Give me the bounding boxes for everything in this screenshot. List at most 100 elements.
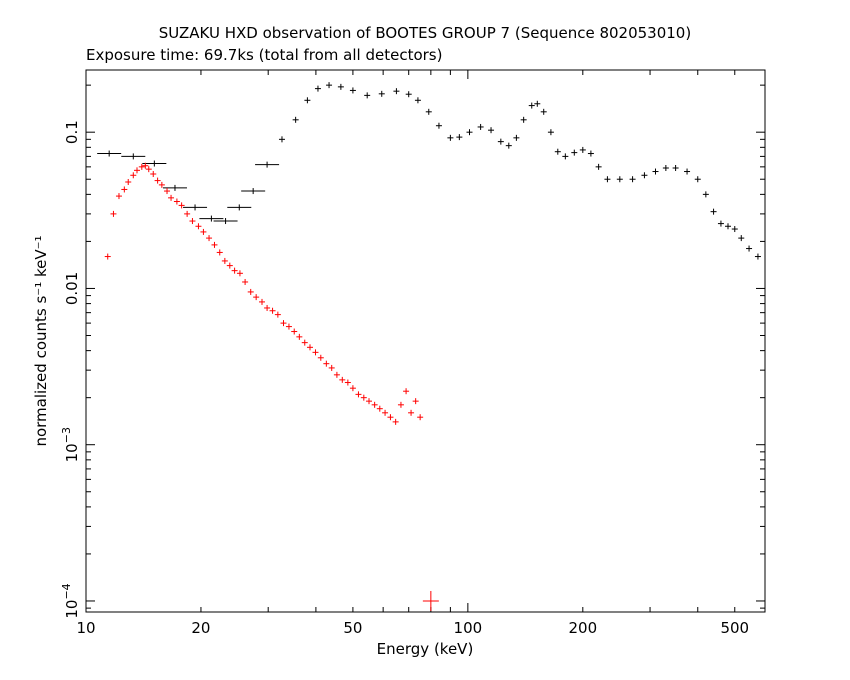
data-point <box>312 349 319 356</box>
data-point <box>110 210 117 217</box>
data-point <box>317 354 324 361</box>
data-point <box>173 198 180 205</box>
data-point <box>258 298 265 305</box>
y-tick-label: 10−3 <box>60 427 81 462</box>
data-point <box>629 176 636 183</box>
data-point <box>387 414 394 421</box>
data-point <box>278 136 285 143</box>
data-point <box>397 401 404 408</box>
series-1 <box>97 82 761 260</box>
data-point <box>264 304 271 311</box>
data-point <box>349 385 356 392</box>
data-point <box>412 398 419 405</box>
data-point <box>292 116 299 123</box>
data-point <box>652 168 659 175</box>
data-point <box>684 168 691 175</box>
data-point <box>247 288 254 295</box>
data-point <box>200 228 207 235</box>
y-tick-label: 0.01 <box>63 272 81 305</box>
data-point <box>97 150 122 157</box>
data-point <box>571 149 578 156</box>
data-point <box>378 90 385 97</box>
data-point <box>724 223 731 230</box>
data-point <box>456 134 463 141</box>
data-point <box>183 204 208 211</box>
data-point <box>513 134 520 141</box>
y-tick-label: 0.1 <box>63 120 81 144</box>
data-point <box>754 253 761 260</box>
data-point <box>130 172 137 179</box>
data-point <box>158 181 165 188</box>
data-point <box>314 85 321 92</box>
series-2 <box>104 162 439 611</box>
data-point <box>339 376 346 383</box>
data-point <box>195 223 202 230</box>
data-point <box>371 401 378 408</box>
data-point <box>231 267 238 274</box>
x-tick-label: 50 <box>343 619 362 637</box>
data-point <box>255 161 280 168</box>
data-point <box>328 364 335 371</box>
data-point <box>505 142 512 149</box>
y-axis-label: normalized counts s⁻¹ keV⁻¹ <box>32 235 50 446</box>
data-point <box>206 235 213 242</box>
data-point <box>710 208 717 215</box>
data-point <box>528 102 535 109</box>
data-point <box>189 218 196 225</box>
data-point <box>216 249 223 256</box>
data-point <box>360 394 367 401</box>
data-point <box>306 344 313 351</box>
data-point <box>364 92 371 99</box>
data-point <box>133 167 140 174</box>
data-point <box>344 379 351 386</box>
data-point <box>104 253 111 260</box>
x-tick-label: 20 <box>191 619 210 637</box>
data-point <box>211 241 218 248</box>
data-point <box>121 153 146 160</box>
data-point <box>253 294 260 301</box>
x-tick-label: 500 <box>720 619 749 637</box>
data-point <box>184 210 191 217</box>
data-point <box>337 83 344 90</box>
data-point <box>405 91 412 98</box>
y-tick-labels: 0.1 0.01 10−3 10−4 <box>60 120 81 618</box>
data-point <box>326 82 333 89</box>
data-point <box>562 153 569 160</box>
data-point <box>154 177 161 184</box>
data-point <box>304 97 311 104</box>
data-point <box>236 270 243 277</box>
data-point <box>616 176 623 183</box>
data-point <box>349 87 356 94</box>
data-point <box>382 409 389 416</box>
data-point <box>274 311 281 318</box>
data-point <box>269 307 276 314</box>
data-point <box>291 328 298 335</box>
data-point <box>392 418 399 425</box>
data-point <box>301 339 308 346</box>
x-tick-labels: 10 20 50 100 200 500 <box>76 619 749 637</box>
x-tick-label: 10 <box>76 619 95 637</box>
data-point <box>746 245 753 252</box>
data-point <box>280 320 287 327</box>
y-tick-label: 10−4 <box>60 583 81 618</box>
data-point <box>178 202 185 209</box>
data-point <box>226 262 233 269</box>
data-point <box>164 188 171 195</box>
data-point <box>323 360 330 367</box>
data-point <box>554 148 561 155</box>
data-point <box>717 220 724 227</box>
data-point <box>115 193 122 200</box>
data-point <box>702 191 709 198</box>
data-point <box>466 129 473 136</box>
data-point <box>534 100 541 107</box>
data-point <box>422 590 439 611</box>
data-point <box>497 138 504 145</box>
x-tick-label: 100 <box>454 619 483 637</box>
data-point <box>376 405 383 412</box>
data-point <box>142 160 167 167</box>
data-point <box>662 164 669 171</box>
data-point <box>121 186 128 193</box>
data-point <box>694 176 701 183</box>
data-point <box>213 218 238 225</box>
x-axis-label: Energy (keV) <box>377 640 474 658</box>
